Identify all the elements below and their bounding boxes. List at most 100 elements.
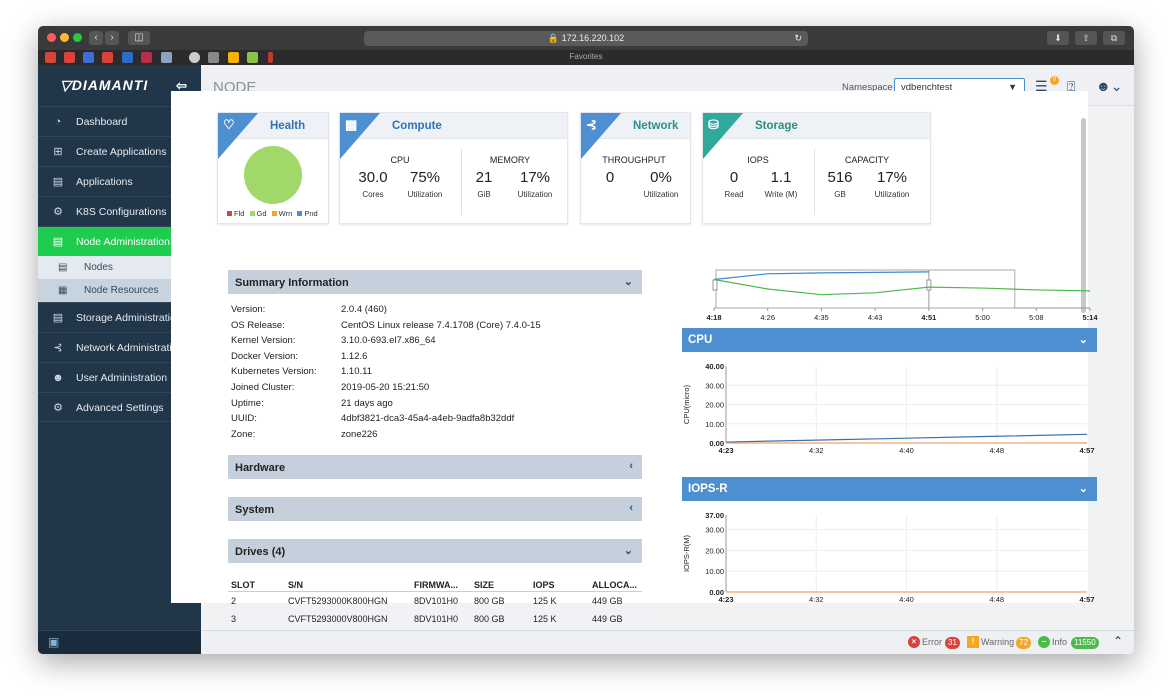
favorite-box-icon[interactable] xyxy=(122,52,133,63)
favorite-list-icon[interactable] xyxy=(208,52,219,63)
close-window-icon[interactable] xyxy=(47,33,56,42)
favorite-gmail-icon[interactable] xyxy=(64,52,75,63)
y-tick-label: 20.00 xyxy=(705,401,724,410)
url-bar[interactable]: 🔒 172.16.220.102 ↻ xyxy=(364,31,808,46)
scrollbar[interactable] xyxy=(1081,118,1086,313)
x-tick-label: 5:00 xyxy=(975,313,990,322)
y-tick-label: 40.00 xyxy=(705,362,724,371)
y-tick-label: 20.00 xyxy=(705,546,724,555)
health-card: ♡ Health Fld Gd Wrn Pnd xyxy=(217,112,329,224)
sidebar-item-dashboard[interactable]: ◔ Dashboard xyxy=(38,106,201,136)
favorite-github-icon[interactable] xyxy=(189,52,200,63)
favorite-doc-icon[interactable] xyxy=(83,52,94,63)
notifications-icon[interactable]: ☰ xyxy=(1035,78,1048,94)
memory-gib-label: GiB xyxy=(477,190,491,199)
y-tick-label: 30.00 xyxy=(705,526,724,535)
column-header[interactable]: S/N xyxy=(288,580,304,590)
column-header[interactable]: SLOT xyxy=(231,580,255,590)
sidebar-item-create-applications[interactable]: ⊞ Create Applications xyxy=(38,136,201,166)
sidebar-item-k8s-configurations[interactable]: ⚙ K8S Configurations xyxy=(38,196,201,226)
y-tick-label: 10.00 xyxy=(705,567,724,576)
column-header[interactable]: SIZE xyxy=(474,580,495,590)
y-tick-label: 37.00 xyxy=(705,511,724,520)
sidebar-subitem-node-resources[interactable]: ▦ Node Resources xyxy=(38,279,201,302)
capacity-gb-value: 516 xyxy=(827,169,853,186)
health-pie[interactable] xyxy=(244,146,302,204)
sidebar-item-user-administration[interactable]: ☻ User Administration xyxy=(38,362,201,392)
calendar-icon[interactable]: ▣ xyxy=(48,635,60,649)
sidebar-item-storage-administration[interactable]: ▤ Storage Administration xyxy=(38,302,201,332)
system-panel-header[interactable]: System ‹ xyxy=(228,497,642,521)
warning-count: 72 xyxy=(1016,637,1031,649)
cpu-util-label: Utilization xyxy=(407,190,443,199)
drives-panel-header[interactable]: Drives (4) ⌄ xyxy=(228,539,642,563)
summary-key: Joined Cluster: xyxy=(231,382,295,393)
table-cell: 449 GB xyxy=(592,596,623,606)
error-label[interactable]: Error xyxy=(922,637,942,647)
legend-good: Gd xyxy=(256,209,267,218)
chevron-left-icon: ‹ xyxy=(629,460,633,472)
column-header[interactable]: IOPS xyxy=(533,580,555,590)
warning-label[interactable]: Warning xyxy=(981,637,1015,647)
y-tick-label: 30.00 xyxy=(705,381,724,390)
table-row[interactable]: 3 CVFT5293000V800HGN 8DV101H0 800 GB 125 K 44… xyxy=(228,611,642,630)
tabs-icon[interactable]: ⧉ xyxy=(1103,31,1125,45)
x-tick-label: 4:57 xyxy=(1079,595,1094,604)
cpu-panel-header[interactable]: CPU ⌄ xyxy=(682,328,1097,352)
table-row[interactable]: 2 CVFT5293000K800HGN 8DV101H0 800 GB 125 K 44… xyxy=(228,593,642,612)
info-label[interactable]: Info xyxy=(1052,637,1068,647)
sidebar-item-network-administration[interactable]: ⊰ Network Administration xyxy=(38,332,201,362)
summary-value: 1.12.6 xyxy=(341,350,368,362)
favorite-shield-icon[interactable] xyxy=(247,52,258,63)
x-tick-label: 4:43 xyxy=(868,313,883,322)
back-icon[interactable]: ‹ xyxy=(89,31,103,45)
memory-util-label: Utilization xyxy=(517,190,553,199)
favorite-bookmark-icon[interactable] xyxy=(268,52,273,63)
download-icon[interactable]: ⬇ xyxy=(1047,31,1069,45)
sidebar-item-label: Storage Administration xyxy=(76,312,182,324)
share-icon[interactable]: ⇧ xyxy=(1075,31,1097,45)
summary-value: 21 days ago xyxy=(341,397,393,409)
gear-icon: ⚙ xyxy=(53,206,63,218)
iops-r-panel-header[interactable]: IOPS-R ⌄ xyxy=(682,477,1097,501)
user-menu-icon[interactable]: ☻⌄ xyxy=(1096,78,1123,94)
sidebar-item-label: Dashboard xyxy=(76,116,128,128)
cpu-chart[interactable]: 40.00 30.00 20.00 10.00 0.00 CPU(micro) 4:23 4:… xyxy=(682,355,1097,460)
browser-titlebar: ‹ › ◫ 🔒 172.16.220.102 ↻ ⬇ ⇧ ⧉ xyxy=(38,26,1134,50)
favorite-o-icon[interactable] xyxy=(102,52,113,63)
column-header[interactable]: ALLOCA... xyxy=(592,580,637,590)
cpu-cores-value: 30.0 xyxy=(358,169,388,186)
cpu-chip-icon: ▩ xyxy=(345,117,358,132)
range-handle-right xyxy=(926,279,932,291)
sidebar-toggle-icon[interactable]: ◫ xyxy=(128,31,150,45)
collapse-menu-icon[interactable]: ⇦ xyxy=(176,78,188,93)
table-cell: CVFT5293000V800HGN xyxy=(288,614,388,624)
sidebar-item-label: Advanced Settings xyxy=(76,402,164,414)
favorite-mail-icon[interactable] xyxy=(45,52,56,63)
minimize-window-icon[interactable] xyxy=(60,33,69,42)
plus-square-icon: ⊞ xyxy=(53,146,63,158)
overview-chart[interactable]: 4:18 4:26 4:35 4:43 4:51 5:00 5:08 5:14 xyxy=(690,262,1100,326)
sidebar-subitem-nodes[interactable]: ▤ Nodes xyxy=(38,256,201,279)
maximize-window-icon[interactable] xyxy=(73,33,82,42)
column-header[interactable]: FIRMWA... xyxy=(414,580,458,590)
database-icon: ⛁ xyxy=(708,117,719,132)
help-icon[interactable]: ⍰⌄ xyxy=(1067,78,1083,94)
chevron-left-icon: ‹ xyxy=(629,502,633,514)
favorite-drive-icon[interactable] xyxy=(228,52,239,63)
chevron-up-icon[interactable]: ⌃ xyxy=(1113,634,1124,648)
sidebar-item-advanced-settings[interactable]: ⚙ Advanced Settings xyxy=(38,392,201,422)
favorite-heart-icon[interactable] xyxy=(141,52,152,63)
summary-panel-header[interactable]: Summary Information ⌄ xyxy=(228,270,642,294)
sidebar-item-applications[interactable]: ▤ Applications xyxy=(38,166,201,196)
chevron-down-icon: ⌄ xyxy=(1078,334,1088,346)
throughput-label: THROUGHPUT xyxy=(602,155,666,165)
network-icon: ⊰ xyxy=(53,342,63,354)
sidebar-item-label: Nodes xyxy=(84,262,113,273)
iops-r-chart[interactable]: 37.00 30.00 20.00 10.00 0.00 IOPS-R(M) 4:23 4:3… xyxy=(682,504,1097,609)
reload-icon[interactable]: ↻ xyxy=(794,33,802,43)
resources-icon: ▦ xyxy=(58,285,68,296)
favorite-app-icon[interactable] xyxy=(161,52,172,63)
hardware-panel-header[interactable]: Hardware ‹ xyxy=(228,455,642,479)
forward-icon[interactable]: › xyxy=(105,31,119,45)
